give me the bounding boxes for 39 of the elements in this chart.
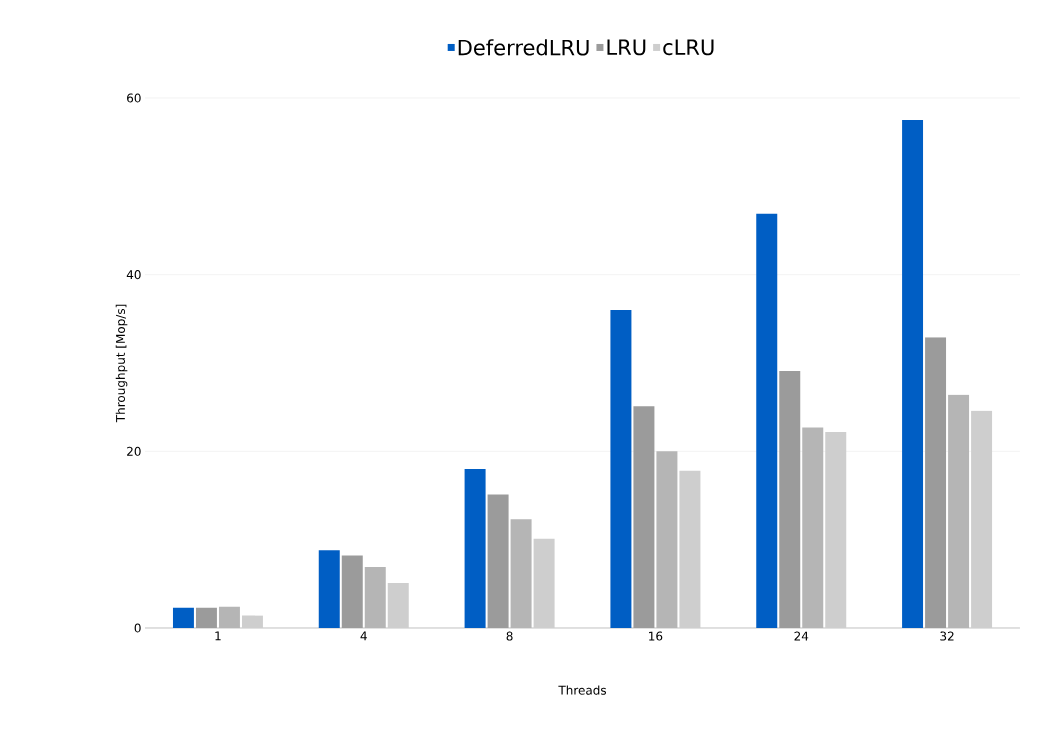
bar [533,538,555,628]
bar [172,607,194,628]
x-tick-label: 32 [940,631,954,641]
bar [195,607,217,628]
bar [656,451,678,628]
bar [341,555,363,628]
bar [464,468,486,628]
x-tick-label: 4 [360,631,367,641]
y-tick-label: 60 [127,93,141,103]
bar [318,550,340,628]
legend-label: LRU [607,39,646,56]
bar [610,309,632,628]
y-tick-label: 40 [126,270,141,280]
bar [633,406,655,628]
y-tick-label: 20 [127,446,141,456]
bar [679,470,701,628]
x-tick-label: 16 [649,631,663,641]
y-tick-label: 0 [134,623,141,633]
bar [756,213,778,628]
bar [241,615,263,628]
bar [364,567,386,628]
x-tick-label: 24 [794,631,809,641]
x-axis-title: Threads [558,685,607,695]
bar [802,427,824,628]
bar [510,519,532,628]
bar [218,606,240,628]
legend-label: DeferredLRU [458,39,589,56]
bar [487,494,509,628]
bar [948,394,970,628]
bar [902,120,924,628]
bar [387,582,409,628]
x-tick-label: 8 [506,631,513,641]
bar [971,410,993,628]
bar [925,337,947,628]
legend-label: cLRU [663,39,714,56]
bar [779,370,801,628]
bar [825,431,847,628]
x-tick-label: 1 [215,631,221,641]
y-axis-title: Throughput [Mop/s] [115,304,128,423]
